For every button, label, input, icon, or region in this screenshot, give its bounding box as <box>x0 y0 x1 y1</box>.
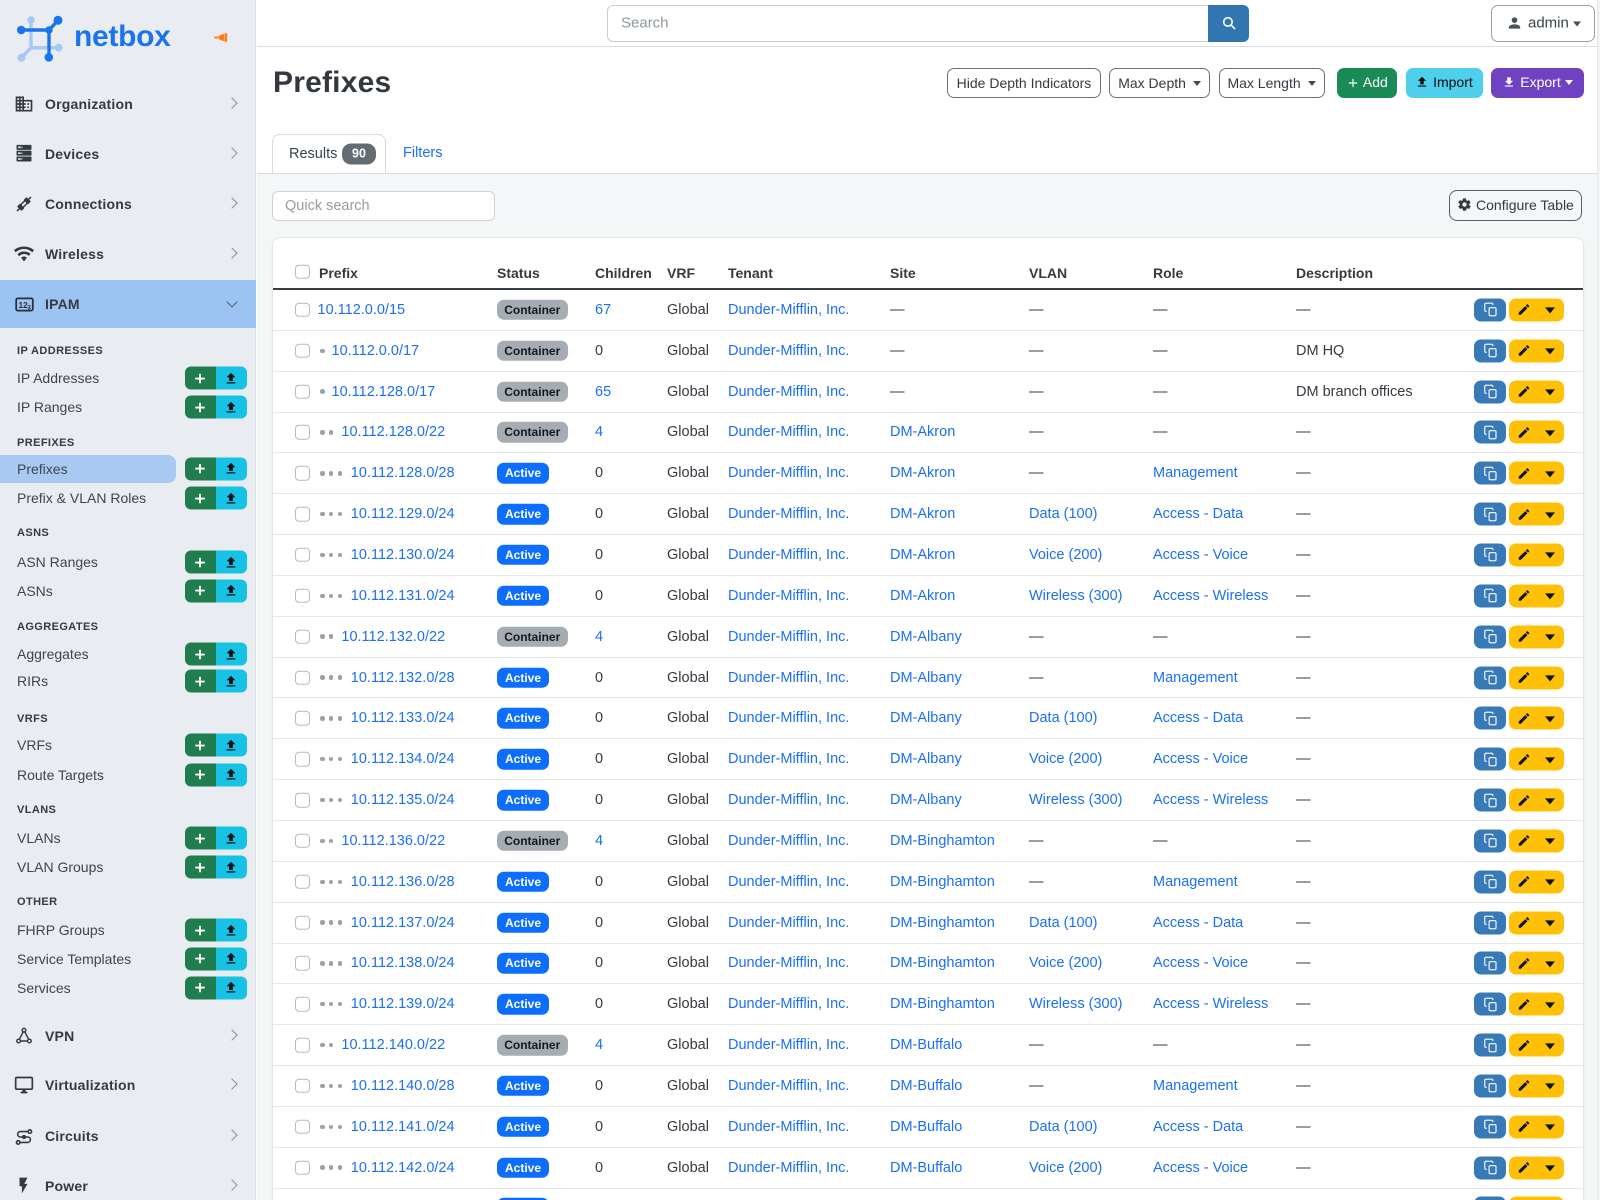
svg-text:12: 12 <box>19 300 29 310</box>
svg-text:3: 3 <box>27 305 31 312</box>
